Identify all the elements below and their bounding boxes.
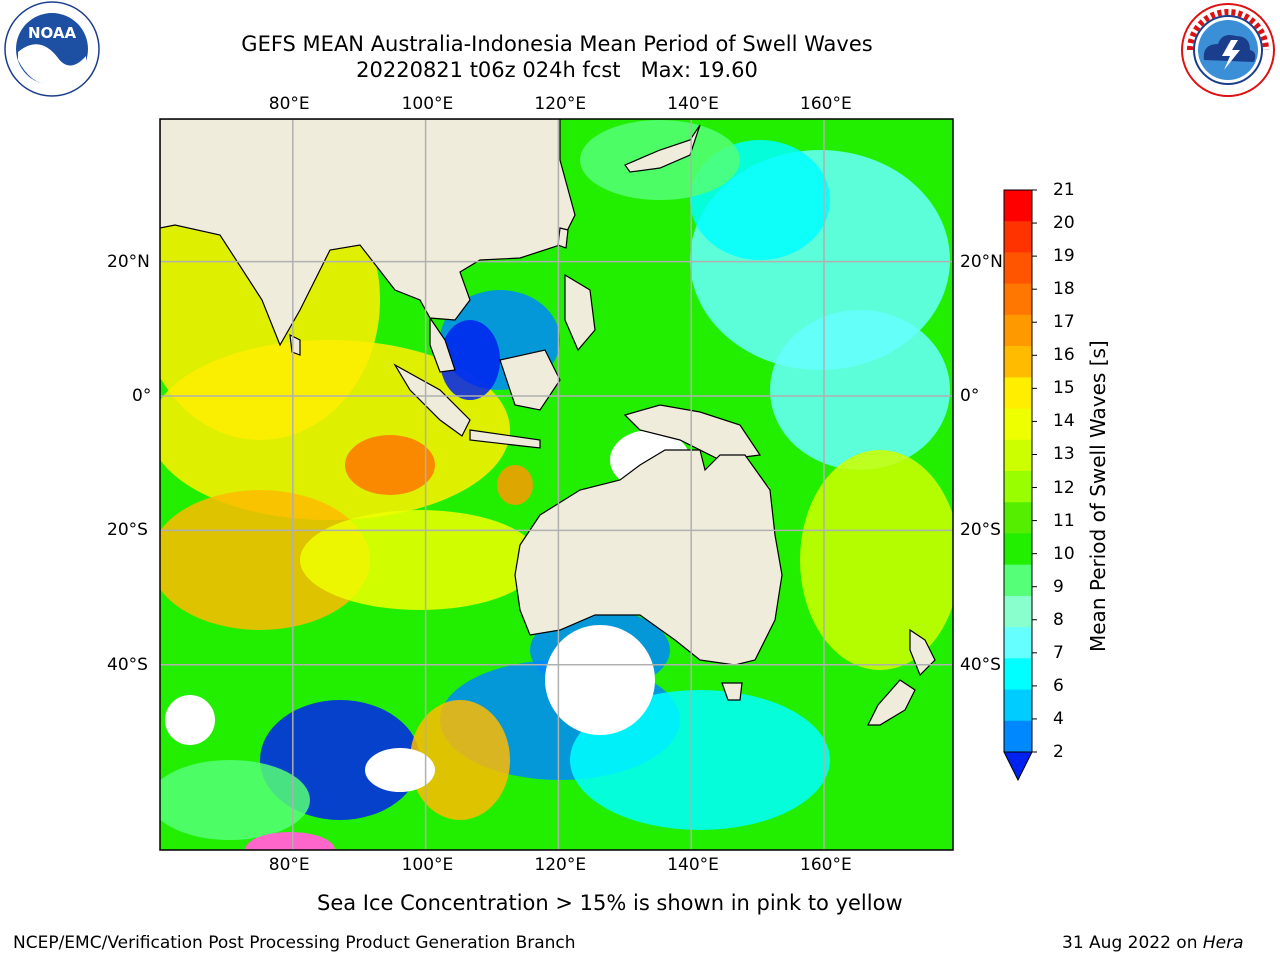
swell-region-io-south bbox=[300, 510, 540, 610]
lat-label-left: 40°S bbox=[107, 654, 148, 675]
colorbar-tick-label: 13 bbox=[1053, 444, 1075, 465]
swell-region-gulf bbox=[440, 320, 500, 400]
colorbar-frame bbox=[1003, 189, 1033, 753]
land-japan bbox=[624, 124, 701, 173]
colorbar-tick-label: 8 bbox=[1053, 609, 1064, 630]
colorbar-tick-label: 9 bbox=[1053, 576, 1064, 597]
colorbar-segment bbox=[1004, 533, 1032, 566]
noaa-logo: NOAA bbox=[4, 1, 100, 97]
lat-label-left: 0° bbox=[132, 386, 152, 406]
chart-title-line1: GEFS MEAN Australia-Indonesia Mean Perio… bbox=[241, 32, 873, 56]
lon-label-top: 80°E bbox=[268, 94, 310, 114]
lon-label-top: 160°E bbox=[800, 94, 852, 114]
land-new-guinea bbox=[623, 404, 762, 461]
swell-region-tasman bbox=[800, 450, 953, 670]
lon-label-bottom: 160°E bbox=[800, 855, 852, 875]
colorbar-tick-label: 7 bbox=[1053, 642, 1064, 663]
lat-label-left: 20°S bbox=[107, 520, 148, 541]
colorbar-segment bbox=[1004, 595, 1032, 628]
lat-label-left: 20°N bbox=[107, 251, 150, 272]
colorbar-segment bbox=[1004, 502, 1032, 534]
footer-right: 31 Aug 2022 on Hera bbox=[1062, 933, 1244, 953]
colorbar-tick-label: 11 bbox=[1053, 510, 1075, 531]
colorbar-segment bbox=[1004, 689, 1032, 722]
footer-date: 31 Aug 2022 on bbox=[1062, 933, 1198, 953]
swell-region-southern-green bbox=[160, 760, 310, 840]
sea-ice-area bbox=[245, 832, 335, 850]
lon-label-bottom: 100°E bbox=[401, 855, 454, 875]
lat-label-right: 20°N bbox=[960, 251, 1003, 272]
footer-host: Hera bbox=[1202, 933, 1244, 953]
noaa-logo-text: NOAA bbox=[28, 24, 77, 42]
colorbar-tick-label: 20 bbox=[1053, 213, 1075, 234]
lon-label-bottom: 120°E bbox=[534, 855, 587, 875]
colorbar-tick-label: 15 bbox=[1053, 378, 1075, 399]
colorbar-tick-label: 4 bbox=[1053, 708, 1064, 729]
land-java bbox=[469, 429, 541, 449]
swell-region-southern-cyan bbox=[570, 690, 830, 830]
map-frame bbox=[159, 118, 954, 851]
footer-left: NCEP/EMC/Verification Post Processing Pr… bbox=[13, 933, 576, 953]
lon-label-bottom: 80°E bbox=[268, 855, 310, 875]
colorbar-segment bbox=[1004, 408, 1032, 441]
colorbar-tick-label: 2 bbox=[1053, 742, 1064, 762]
map-gridlines bbox=[160, 119, 953, 850]
lat-label-right: 40°S bbox=[960, 654, 1001, 675]
colorbar-segment bbox=[1004, 720, 1032, 753]
land-malaya bbox=[429, 316, 456, 373]
land-australia bbox=[514, 449, 783, 666]
sea-ice-note: Sea Ice Concentration > 15% is shown in … bbox=[317, 891, 903, 915]
colorbar-segment bbox=[1004, 627, 1032, 659]
swell-region-high-period bbox=[345, 435, 435, 495]
swell-region-southern-orange bbox=[410, 700, 510, 820]
colorbar-tick-label: 12 bbox=[1053, 477, 1075, 498]
colorbar-extension bbox=[1003, 751, 1033, 782]
land-philippines bbox=[564, 273, 596, 352]
colorbar-tick-label: 21 bbox=[1053, 180, 1075, 200]
lon-label-top: 140°E bbox=[667, 94, 719, 114]
colorbar-segment bbox=[1004, 190, 1032, 222]
chart-title-line2: 20220821 t06z 024h fcst Max: 19.60 bbox=[356, 58, 758, 82]
lon-label-bottom: 140°E bbox=[667, 855, 719, 875]
land-taiwan bbox=[557, 227, 569, 249]
land-new-zealand-south bbox=[867, 679, 916, 726]
colorbar-tick-label: 16 bbox=[1053, 345, 1075, 366]
map-field bbox=[160, 119, 953, 850]
lon-label-top: 100°E bbox=[401, 94, 454, 114]
missing-data-area-2 bbox=[165, 695, 215, 745]
missing-data-area-0 bbox=[545, 625, 655, 735]
swell-region-high-period-2 bbox=[497, 465, 533, 505]
lon-label-top: 120°E bbox=[534, 94, 587, 114]
swell-region-io-central bbox=[160, 490, 370, 630]
land-tasmania bbox=[721, 682, 743, 701]
colorbar-tick-label: 14 bbox=[1053, 411, 1075, 432]
colorbar-segment bbox=[1004, 221, 1032, 253]
colorbar-segment bbox=[1004, 377, 1032, 410]
colorbar-tick-label: 17 bbox=[1053, 312, 1075, 333]
lat-label-right: 20°S bbox=[960, 520, 1001, 541]
missing-data-area-1 bbox=[365, 748, 435, 792]
land-borneo bbox=[499, 349, 561, 411]
colorbar-segment bbox=[1004, 564, 1032, 597]
swell-region-pacific-equator bbox=[770, 310, 950, 470]
colorbar-segment bbox=[1004, 439, 1032, 472]
colorbar-tick-label: 18 bbox=[1053, 279, 1075, 300]
colorbar-tick-label: 19 bbox=[1053, 246, 1075, 267]
land-sumatra bbox=[393, 363, 471, 437]
colorbar-tick-label: 10 bbox=[1053, 543, 1075, 564]
colorbar-tick-label: 6 bbox=[1053, 675, 1064, 696]
colorbar-segment bbox=[1004, 346, 1032, 378]
colorbar-segment bbox=[1004, 283, 1032, 316]
colorbar-segment bbox=[1004, 471, 1032, 503]
colorbar bbox=[1003, 189, 1037, 782]
nws-logo bbox=[1181, 3, 1275, 97]
colorbar-title: Mean Period of Swell Waves [s] bbox=[1086, 340, 1110, 652]
land-new-zealand-north bbox=[909, 628, 936, 677]
colorbar-segment bbox=[1004, 658, 1032, 691]
colorbar-segment bbox=[1004, 252, 1032, 285]
colorbar-segment bbox=[1004, 314, 1032, 347]
lat-label-right: 0° bbox=[960, 386, 980, 406]
